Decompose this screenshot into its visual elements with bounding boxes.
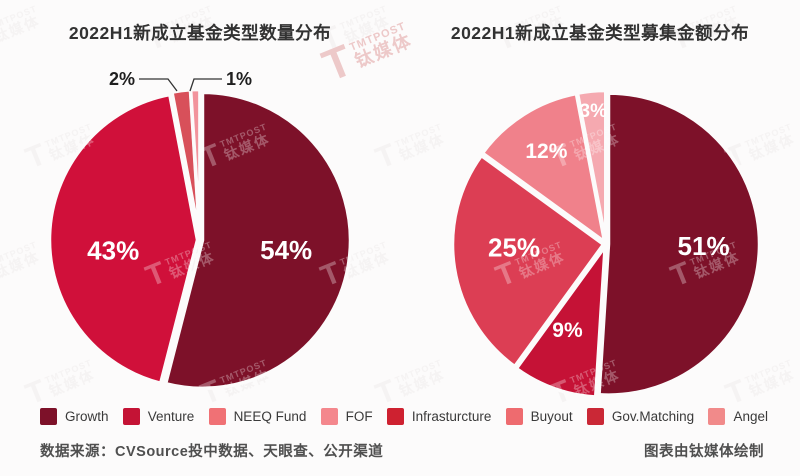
- legend-swatch: [320, 407, 338, 425]
- callout-line-2pct: [139, 78, 178, 92]
- pie-slice-infrastructure: [450, 153, 606, 369]
- pie-slice-venture: [47, 92, 200, 386]
- legend-label: Infrasturcture: [411, 408, 492, 424]
- slice-callout-label: 1%: [226, 69, 252, 89]
- slice-percent-label: 3%: [580, 101, 608, 122]
- legend-item-gov-matching: Gov.Matching: [586, 407, 695, 425]
- legend-label: Gov.Matching: [611, 408, 695, 424]
- slice-percent-label: 12%: [525, 140, 567, 163]
- footer-data-source: 数据来源：CVSource投中数据、天眼查、公开渠道: [40, 444, 384, 460]
- slice-percent-label: 54%: [260, 235, 312, 265]
- slice-percent-label: 43%: [87, 235, 139, 265]
- chart-title-quantity: 2022H1新成立基金类型数量分布: [68, 23, 332, 43]
- legend: Growth Venture NEEQ Fund FOF Infrasturcture B…: [40, 404, 768, 428]
- legend-item-fof: FOF: [320, 407, 373, 425]
- legend-item-buyout: Buyout: [505, 407, 573, 425]
- legend-swatch: [708, 407, 726, 425]
- legend-label: NEEQ Fund: [233, 408, 307, 424]
- legend-label: Buyout: [530, 408, 573, 424]
- slice-percent-label: 51%: [678, 231, 730, 261]
- legend-item-growth: Growth: [40, 407, 109, 425]
- slice-callout-label: 2%: [109, 69, 135, 89]
- legend-item-venture: Venture: [122, 407, 195, 425]
- legend-item-neeq-fund: NEEQ Fund: [208, 407, 307, 425]
- legend-label: Angel: [733, 408, 768, 424]
- slice-percent-label: 25%: [488, 233, 540, 263]
- slice-percent-label: 9%: [552, 319, 583, 342]
- legend-swatch: [208, 407, 226, 425]
- legend-swatch: [40, 407, 57, 425]
- pie-slice-growth: [597, 91, 762, 397]
- legend-label: Venture: [147, 408, 195, 424]
- footer-credit: 图表由钛媒体绘制: [644, 444, 764, 460]
- pie-slice-growth: [163, 90, 353, 391]
- legend-label: Growth: [65, 408, 109, 424]
- legend-swatch: [505, 407, 523, 425]
- legend-item-infrasturcture: Infrasturcture: [386, 407, 492, 425]
- pie-slice-angel: [575, 88, 608, 242]
- chart-title-amount: 2022H1新成立基金类型募集金额分布: [450, 23, 750, 43]
- pie-slice-venture: [513, 240, 608, 399]
- callout-line-1pct: [189, 78, 222, 92]
- legend-swatch: [122, 407, 140, 425]
- legend-label: FOF: [345, 408, 373, 424]
- pie-slice-fof: [480, 91, 608, 246]
- legend-swatch: [586, 407, 604, 425]
- legend-swatch: [386, 407, 404, 425]
- legend-item-angel: Angel: [708, 407, 768, 425]
